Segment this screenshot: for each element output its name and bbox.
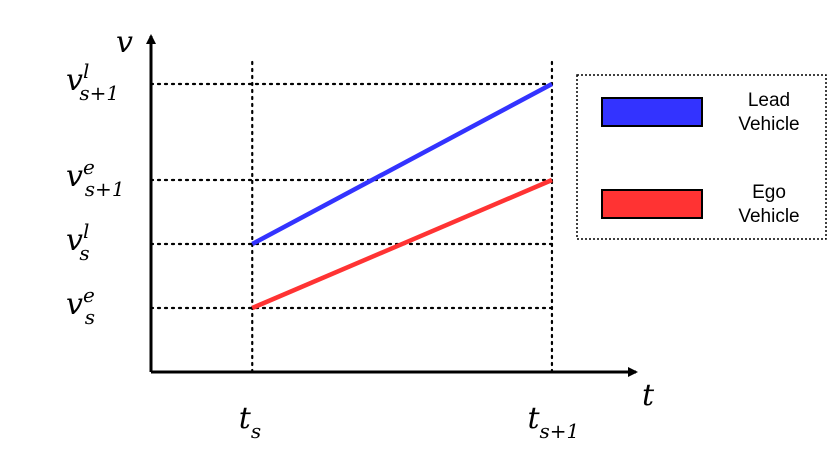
y-tick-label-2: ve s+1 [66,155,125,201]
y-tick-label-0: ve s [66,283,95,329]
y-tick-label-1: vl s [66,219,90,265]
legend-swatch-lead [601,97,703,127]
x-tick-label-1: ts+1 [527,401,579,443]
reference-guides [149,60,554,374]
series-line-lead [251,82,554,246]
legend-label-ego: Ego Vehicle [738,182,799,227]
series-line-ego [251,177,553,311]
x-axis-label: t [642,378,655,413]
legend-label-lead: Lead Vehicle [738,90,799,135]
legend-swatch-ego [601,189,703,219]
x-tick-label-0: ts [239,401,261,443]
legend: Lead Vehicle Ego Vehicle [576,74,827,240]
y-axis-label: v [116,25,133,60]
x-tick-labels: ts ts+1 [239,401,580,443]
y-tick-labels: ve s vl s ve s+1 vl s+1 [66,59,125,329]
series-layer [251,82,554,311]
y-tick-label-3: vl s+1 [66,59,119,105]
